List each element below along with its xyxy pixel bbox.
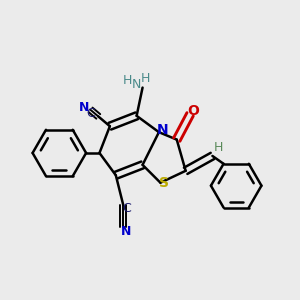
Text: H: H <box>214 140 223 154</box>
Text: N: N <box>79 101 89 114</box>
Text: N: N <box>157 123 168 137</box>
Text: N: N <box>132 77 141 91</box>
Text: H: H <box>141 72 150 85</box>
Text: C: C <box>86 107 95 120</box>
Text: N: N <box>121 225 131 238</box>
Text: H: H <box>122 74 132 87</box>
Text: S: S <box>159 176 169 190</box>
Text: O: O <box>187 104 199 118</box>
Text: C: C <box>122 202 130 215</box>
